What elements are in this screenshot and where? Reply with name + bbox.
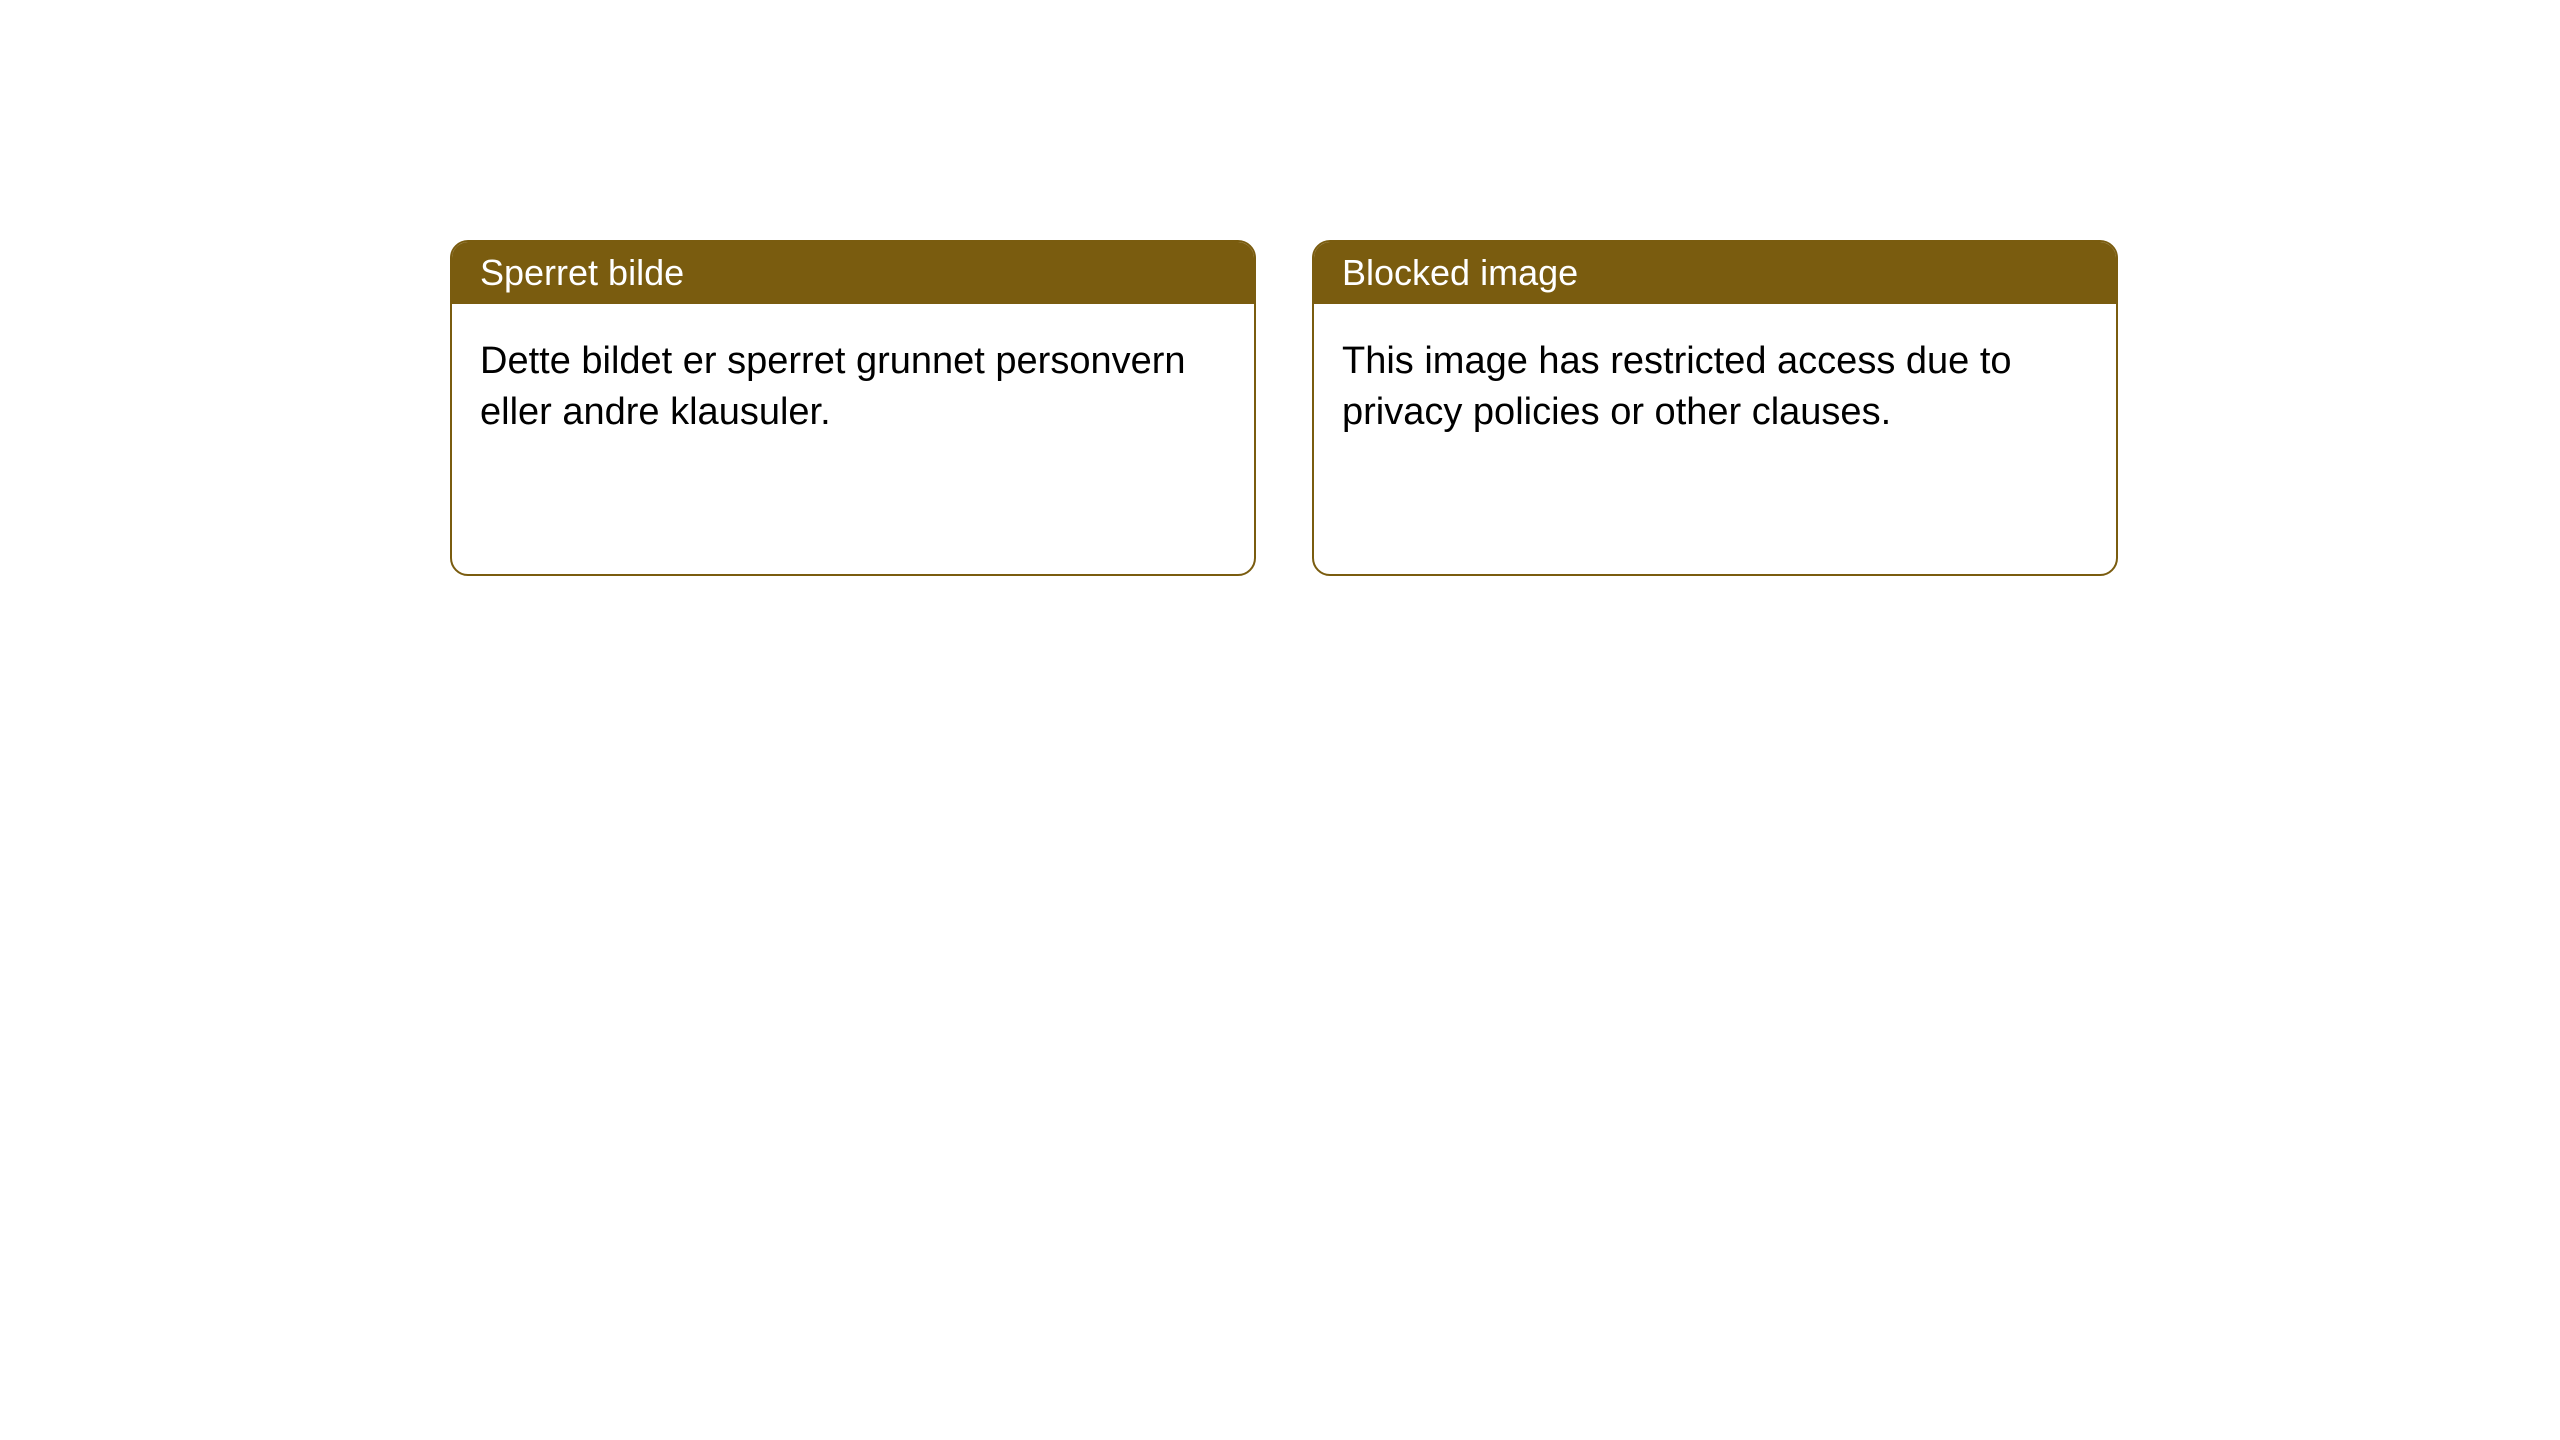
card-header: Blocked image <box>1314 242 2116 304</box>
blocked-image-card-no: Sperret bilde Dette bildet er sperret gr… <box>450 240 1256 576</box>
card-body-text: This image has restricted access due to … <box>1342 340 2012 433</box>
card-title: Sperret bilde <box>480 252 684 293</box>
blocked-image-card-en: Blocked image This image has restricted … <box>1312 240 2118 576</box>
notice-container: Sperret bilde Dette bildet er sperret gr… <box>0 0 2560 576</box>
card-body: Dette bildet er sperret grunnet personve… <box>452 304 1254 471</box>
card-body: This image has restricted access due to … <box>1314 304 2116 471</box>
card-body-text: Dette bildet er sperret grunnet personve… <box>480 340 1186 433</box>
card-header: Sperret bilde <box>452 242 1254 304</box>
card-title: Blocked image <box>1342 252 1578 293</box>
